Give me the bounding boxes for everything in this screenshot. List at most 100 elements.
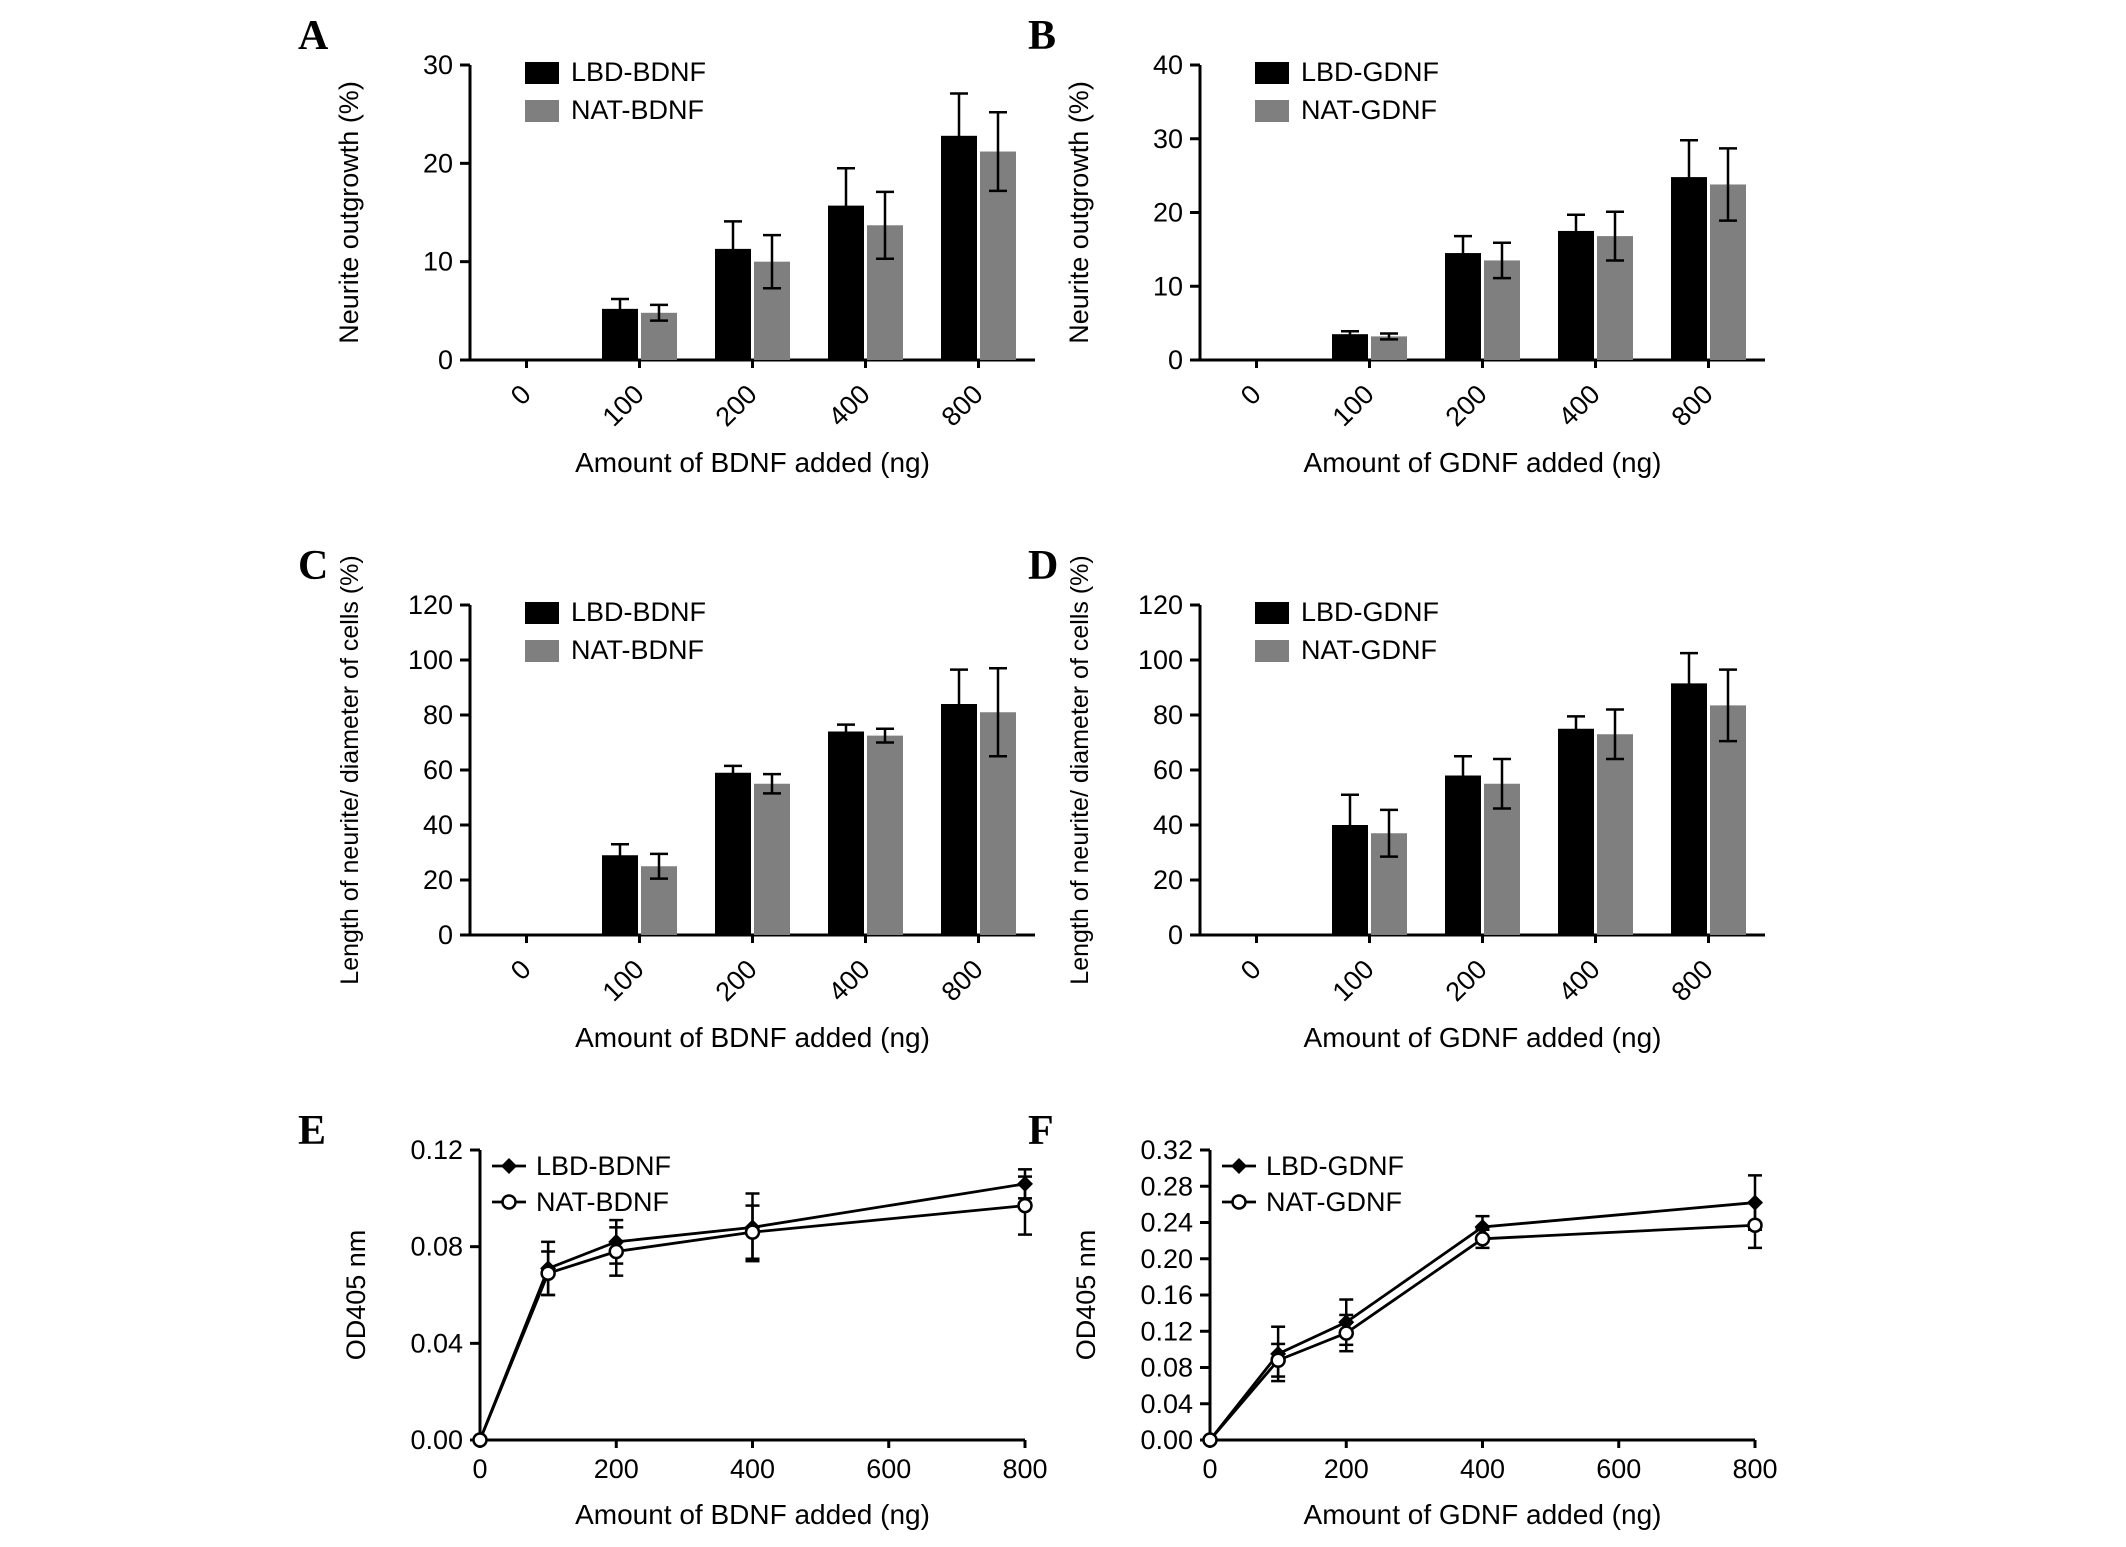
svg-text:OD405 nm: OD405 nm <box>1071 1230 1101 1361</box>
svg-text:100: 100 <box>1327 954 1380 1007</box>
svg-text:800: 800 <box>1002 1454 1047 1484</box>
chart-a-bar-neurite-outgrowth-bdnf: 0 10 20 30 Neurite outgrowth (%) 0 100 200 400 80… <box>334 50 1035 478</box>
svg-text:NAT-BDNF: NAT-BDNF <box>536 1187 669 1217</box>
svg-text:0.00: 0.00 <box>410 1425 463 1455</box>
svg-text:10: 10 <box>1153 271 1183 301</box>
svg-text:0: 0 <box>1202 1454 1217 1484</box>
svg-text:Amount of BDNF added (ng): Amount of BDNF added (ng) <box>575 447 930 478</box>
svg-text:30: 30 <box>1153 124 1183 154</box>
svg-text:0.28: 0.28 <box>1140 1171 1193 1201</box>
svg-text:LBD-BDNF: LBD-BDNF <box>571 57 706 87</box>
chart-c-bar-neurite-length-bdnf: 0 20 40 60 80 100 120 Length of neurite/ diamet… <box>336 555 1035 1053</box>
svg-text:20: 20 <box>423 148 453 178</box>
svg-text:0.24: 0.24 <box>1140 1208 1193 1238</box>
svg-text:Amount of GDNF added (ng): Amount of GDNF added (ng) <box>1304 1499 1662 1530</box>
svg-text:LBD-GDNF: LBD-GDNF <box>1301 57 1439 87</box>
chart-e-line-od405-bdnf: 0.00 0.04 0.08 0.12 0 200 400 600 800 OD405 nm Amo… <box>341 1135 1048 1530</box>
svg-text:LBD-BDNF: LBD-BDNF <box>571 597 706 627</box>
svg-text:0: 0 <box>1168 920 1183 950</box>
svg-text:Length of neurite/ diameter of: Length of neurite/ diameter of cells (%) <box>1066 555 1094 984</box>
panel-d: D 0 20 40 60 80 100 120 Length of neurite/ diam… <box>1020 545 1800 1105</box>
panel-a: A 0 10 20 30 Neurite outgrowth (%) 0 100 200 400… <box>290 15 1070 520</box>
svg-text:0: 0 <box>438 920 453 950</box>
svg-text:Amount of GDNF added (ng): Amount of GDNF added (ng) <box>1304 447 1662 478</box>
svg-text:100: 100 <box>597 379 650 432</box>
svg-text:20: 20 <box>1153 198 1183 228</box>
svg-text:Length of neurite/ diameter of: Length of neurite/ diameter of cells (%) <box>336 555 364 984</box>
svg-text:40: 40 <box>1153 810 1183 840</box>
svg-text:LBD-GDNF: LBD-GDNF <box>1266 1151 1404 1181</box>
svg-text:800: 800 <box>936 954 989 1007</box>
svg-text:0: 0 <box>438 345 453 375</box>
svg-text:Amount of GDNF added (ng): Amount of GDNF added (ng) <box>1304 1022 1662 1053</box>
svg-text:100: 100 <box>1138 645 1183 675</box>
svg-text:200: 200 <box>594 1454 639 1484</box>
svg-text:0.20: 0.20 <box>1140 1244 1193 1274</box>
svg-text:0.32: 0.32 <box>1140 1135 1193 1165</box>
svg-text:200: 200 <box>710 379 763 432</box>
svg-text:LBD-GDNF: LBD-GDNF <box>1301 597 1439 627</box>
panel-f: F 0.00 0.04 0.08 0.12 0.16 0.20 0.24 0.28 0.32 0 2… <box>1020 1110 1800 1540</box>
svg-text:100: 100 <box>597 954 650 1007</box>
panel-label-c: C <box>298 543 329 589</box>
svg-text:Amount of BDNF added (ng): Amount of BDNF added (ng) <box>575 1499 930 1530</box>
svg-text:0.04: 0.04 <box>1140 1389 1193 1419</box>
svg-text:800: 800 <box>936 379 989 432</box>
svg-text:100: 100 <box>1327 379 1380 432</box>
panel-label-d: D <box>1028 543 1059 589</box>
svg-text:0: 0 <box>472 1454 487 1484</box>
chart-b-bar-neurite-outgrowth-gdnf: 0 10 20 30 40 Neurite outgrowth (%) 0 100 200 400… <box>1064 50 1765 478</box>
svg-text:0: 0 <box>1235 954 1267 986</box>
svg-text:0: 0 <box>505 379 537 411</box>
panel-label-f: F <box>1028 1108 1054 1154</box>
svg-text:600: 600 <box>866 1454 911 1484</box>
svg-text:0: 0 <box>1168 345 1183 375</box>
svg-text:20: 20 <box>423 865 453 895</box>
svg-text:OD405 nm: OD405 nm <box>341 1230 371 1361</box>
svg-text:0.08: 0.08 <box>1140 1353 1193 1383</box>
panel-label-a: A <box>298 13 329 59</box>
panel-e: E 0.00 0.04 0.08 0.12 0 200 400 600 800 OD405 nm A… <box>290 1110 1070 1540</box>
svg-text:200: 200 <box>1440 379 1493 432</box>
panel-c: C 0 20 40 60 80 100 120 Length of neurite/ diam… <box>290 545 1070 1105</box>
svg-text:0.08: 0.08 <box>410 1232 463 1262</box>
svg-text:800: 800 <box>1666 954 1719 1007</box>
svg-text:30: 30 <box>423 50 453 80</box>
svg-text:0.12: 0.12 <box>410 1135 463 1165</box>
svg-text:120: 120 <box>1138 590 1183 620</box>
svg-text:NAT-GDNF: NAT-GDNF <box>1266 1187 1402 1217</box>
svg-text:400: 400 <box>730 1454 775 1484</box>
svg-text:400: 400 <box>823 379 876 432</box>
svg-text:Neurite outgrowth (%): Neurite outgrowth (%) <box>334 81 364 344</box>
svg-text:NAT-BDNF: NAT-BDNF <box>571 635 704 665</box>
svg-text:120: 120 <box>408 590 453 620</box>
svg-text:400: 400 <box>823 954 876 1007</box>
chart-f-line-od405-gdnf: 0.00 0.04 0.08 0.12 0.16 0.20 0.24 0.28 0.32 0 200… <box>1071 1135 1778 1530</box>
svg-text:NAT-GDNF: NAT-GDNF <box>1301 95 1437 125</box>
svg-text:0.04: 0.04 <box>410 1328 463 1358</box>
svg-text:80: 80 <box>423 700 453 730</box>
svg-text:200: 200 <box>710 954 763 1007</box>
svg-text:0.12: 0.12 <box>1140 1316 1193 1346</box>
svg-text:100: 100 <box>408 645 453 675</box>
svg-text:0.00: 0.00 <box>1140 1425 1193 1455</box>
svg-text:0: 0 <box>505 954 537 986</box>
svg-text:400: 400 <box>1553 379 1606 432</box>
svg-text:400: 400 <box>1553 954 1606 1007</box>
panel-label-e: E <box>298 1108 327 1154</box>
panel-label-b: B <box>1028 13 1057 59</box>
svg-text:NAT-BDNF: NAT-BDNF <box>571 95 704 125</box>
svg-text:400: 400 <box>1460 1454 1505 1484</box>
svg-text:80: 80 <box>1153 700 1183 730</box>
svg-text:40: 40 <box>423 810 453 840</box>
svg-text:600: 600 <box>1596 1454 1641 1484</box>
svg-text:60: 60 <box>1153 755 1183 785</box>
svg-text:800: 800 <box>1666 379 1719 432</box>
svg-text:Amount of BDNF added (ng): Amount of BDNF added (ng) <box>575 1022 930 1053</box>
svg-text:40: 40 <box>1153 50 1183 80</box>
svg-text:LBD-BDNF: LBD-BDNF <box>536 1151 671 1181</box>
svg-text:0: 0 <box>1235 379 1267 411</box>
svg-text:200: 200 <box>1324 1454 1369 1484</box>
svg-text:20: 20 <box>1153 865 1183 895</box>
